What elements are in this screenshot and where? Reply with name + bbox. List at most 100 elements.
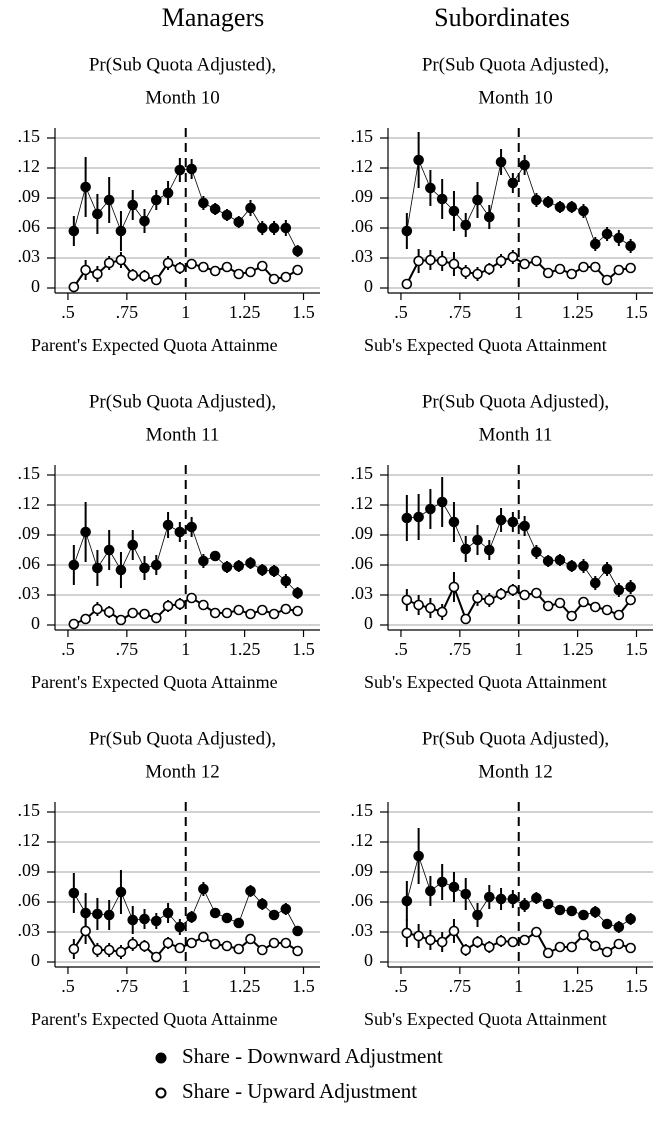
marker [162,907,174,919]
marker [115,614,127,626]
panel-subtitle: Month 10 [478,87,552,108]
x-tick-label: .5 [61,976,75,996]
marker [139,608,150,620]
marker [589,906,601,918]
marker [483,263,495,275]
marker [625,581,636,593]
marker [472,936,483,948]
x-tick-label: 1 [514,302,523,322]
marker [256,260,268,272]
y-tick-label: .06 [18,890,41,910]
marker [460,219,472,231]
marker [507,251,519,263]
y-tick-label: .03 [351,583,374,603]
marker [268,222,280,234]
marker [186,911,197,923]
marker [92,208,103,220]
x-tick-label: 1 [181,976,190,996]
marker [448,881,460,893]
marker [268,937,280,949]
marker [292,264,303,276]
marker [554,941,566,953]
marker [245,557,256,569]
y-tick-label: .15 [18,463,41,483]
marker [150,951,162,963]
marker [103,544,115,556]
marker [127,607,139,619]
panel-subtitle: Month 12 [145,761,219,782]
marker [472,268,483,280]
marker [256,604,268,616]
panel-subtitle: Month 11 [146,424,220,445]
marker [186,937,197,949]
y-tick-label: .12 [351,156,374,176]
legend-label: Share - Upward Adjustment [182,1079,417,1103]
marker [601,946,613,958]
marker [460,266,472,278]
marker [507,177,519,189]
y-tick-label: .09 [351,186,374,206]
marker [425,254,436,266]
x-tick-label: 1.5 [292,639,315,659]
marker [233,943,245,955]
marker [292,605,303,617]
marker [519,258,530,270]
panel-title: Pr(Sub Quota Adjusted), [422,728,609,749]
marker [256,222,268,234]
marker [589,577,601,589]
marker [280,271,292,283]
marker [80,181,91,193]
panel-title: Pr(Sub Quota Adjusted), [89,391,276,412]
marker [292,945,303,957]
x-tick-label: .75 [116,976,139,996]
marker [174,921,186,933]
marker [507,516,519,528]
marker [554,201,566,213]
marker [92,908,103,920]
marker [221,940,233,952]
marker [578,929,589,941]
marker [103,944,115,956]
marker [448,258,460,270]
marker [507,893,519,905]
marker [601,918,613,930]
marker [68,225,80,237]
marker [472,194,483,206]
marker [413,255,424,267]
x-tick-label: 1 [181,302,190,322]
x-tick-label: 1.25 [229,302,261,322]
marker [150,194,162,206]
marker [436,606,448,618]
marker [519,520,530,532]
marker [80,613,91,625]
legend-marker [155,1052,167,1064]
marker [554,597,566,609]
marker [115,225,127,237]
marker [103,606,115,618]
marker [578,596,589,608]
marker [162,937,174,949]
marker [507,936,519,948]
marker [401,895,413,907]
marker [221,261,233,273]
x-tick-label: 1 [514,639,523,659]
marker [542,196,554,208]
marker [625,942,636,954]
marker [186,258,197,270]
x-axis-label: Sub's Expected Quota Attainment [364,335,607,355]
marker [256,944,268,956]
x-tick-label: .75 [116,302,139,322]
y-tick-label: 0 [31,613,40,633]
marker [507,584,519,596]
y-tick-label: .03 [351,246,374,266]
x-axis-label: Sub's Expected Quota Attainment [364,1009,607,1029]
y-tick-label: .06 [351,216,374,236]
x-axis-label: Sub's Expected Quota Attainment [364,672,607,692]
marker [495,156,507,168]
marker [233,216,245,228]
marker [401,594,413,606]
marker [519,589,530,601]
marker [436,193,448,205]
marker [245,266,256,278]
